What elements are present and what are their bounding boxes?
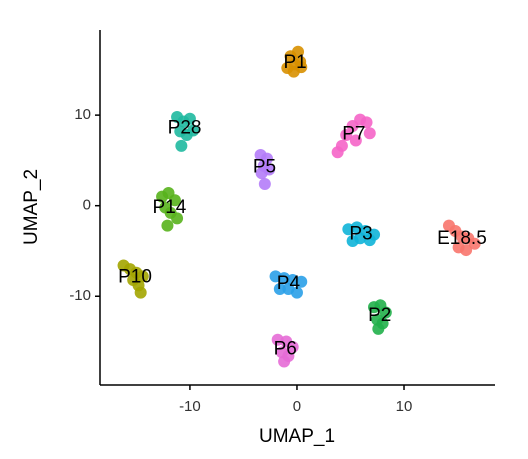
point — [168, 194, 181, 207]
point — [286, 340, 299, 353]
point — [295, 275, 308, 288]
point — [278, 355, 291, 368]
cluster-label: P2 — [368, 305, 391, 326]
x-axis-title: UMAP_1 — [259, 426, 335, 447]
cluster-label: P14 — [153, 197, 187, 218]
cluster-label: P4 — [277, 273, 301, 294]
x-tick-label: -10 — [179, 398, 201, 415]
point — [187, 124, 200, 137]
point — [175, 139, 188, 152]
point — [183, 112, 196, 125]
point — [290, 286, 303, 299]
point — [349, 134, 362, 147]
point — [161, 219, 174, 232]
point — [292, 45, 305, 58]
point — [468, 237, 481, 250]
point — [331, 146, 344, 159]
cluster-label: P7 — [342, 123, 365, 144]
point — [360, 116, 373, 129]
point — [258, 177, 271, 190]
x-tick-label: 0 — [293, 398, 301, 415]
point — [340, 129, 353, 142]
y-axis-title: UMAP_2 — [21, 169, 42, 245]
point — [346, 235, 359, 248]
point — [295, 61, 308, 74]
cluster-label: P5 — [253, 157, 276, 178]
x-tick-label: 10 — [396, 398, 413, 415]
y-tick-label: 0 — [83, 197, 91, 214]
cluster-label: P1 — [284, 52, 307, 73]
point — [136, 270, 149, 283]
y-tick-label: -10 — [69, 287, 91, 304]
point — [363, 234, 376, 247]
cluster-label: P28 — [168, 118, 202, 139]
point — [460, 244, 473, 257]
point — [273, 283, 286, 296]
cluster-label: P10 — [118, 266, 152, 287]
y-tick-label: 10 — [74, 106, 91, 123]
cluster-label: P6 — [274, 339, 297, 360]
cluster-label: E18.5 — [437, 228, 487, 249]
point — [255, 167, 268, 180]
cluster-label: P3 — [349, 224, 372, 245]
point — [134, 286, 147, 299]
point — [171, 212, 184, 225]
point — [372, 322, 385, 335]
point — [379, 306, 392, 319]
point — [363, 127, 376, 140]
